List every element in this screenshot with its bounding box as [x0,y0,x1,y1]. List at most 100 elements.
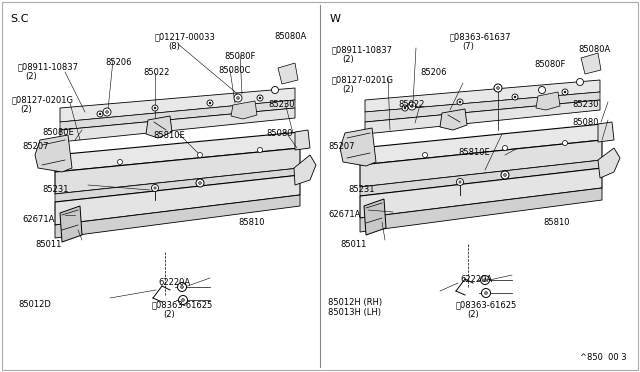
Text: 85080F: 85080F [224,52,255,61]
Circle shape [481,276,490,285]
Polygon shape [55,195,300,238]
Polygon shape [55,175,300,225]
Circle shape [257,95,263,101]
Circle shape [483,279,486,282]
Circle shape [408,102,416,110]
Text: (7): (7) [462,42,474,51]
Circle shape [501,171,509,179]
Circle shape [152,105,158,111]
Text: 62671A: 62671A [22,215,54,224]
Circle shape [237,96,239,99]
Polygon shape [536,92,560,110]
Circle shape [198,182,202,185]
Polygon shape [365,100,600,134]
Circle shape [154,107,156,109]
Circle shape [563,141,568,145]
Text: 85206: 85206 [105,58,131,67]
Circle shape [99,113,101,115]
Text: Ⓝ08363-61625: Ⓝ08363-61625 [152,300,213,309]
Polygon shape [35,135,72,172]
Circle shape [118,160,122,164]
Text: 85011: 85011 [35,240,61,249]
Circle shape [271,87,278,93]
Text: 85012D: 85012D [18,300,51,309]
Polygon shape [365,80,600,112]
Circle shape [504,173,506,176]
Circle shape [484,292,488,295]
Text: 85231: 85231 [348,185,374,194]
Polygon shape [360,140,602,187]
Circle shape [562,89,568,95]
Circle shape [459,101,461,103]
Circle shape [538,87,545,93]
Text: Ⓑ08127-0201G: Ⓑ08127-0201G [12,95,74,104]
Circle shape [152,185,159,192]
Polygon shape [364,199,386,235]
Circle shape [234,94,242,102]
Circle shape [564,91,566,93]
Polygon shape [365,92,600,122]
Text: ^850  00 3: ^850 00 3 [580,353,627,362]
Text: (2): (2) [163,310,175,319]
Text: (8): (8) [168,42,180,51]
Circle shape [577,78,584,86]
Circle shape [259,97,261,99]
Circle shape [198,153,202,157]
Text: 85022: 85022 [398,100,424,109]
Polygon shape [231,101,257,119]
Text: 85230: 85230 [268,100,294,109]
Polygon shape [360,188,602,232]
Polygon shape [360,160,602,196]
Polygon shape [55,168,300,202]
Text: 85013H (LH): 85013H (LH) [328,308,381,317]
Circle shape [177,282,186,292]
Polygon shape [598,122,614,142]
Polygon shape [60,100,295,130]
Polygon shape [60,88,295,122]
Polygon shape [295,130,310,150]
Circle shape [196,179,204,187]
Circle shape [404,107,406,109]
Polygon shape [581,53,601,74]
Text: 85230: 85230 [572,100,598,109]
Text: 85080: 85080 [572,118,598,127]
Text: (2): (2) [467,310,479,319]
Text: 85080F: 85080F [534,60,565,69]
Circle shape [456,179,463,186]
Text: ⓝ08911-10837: ⓝ08911-10837 [332,45,393,54]
Polygon shape [340,128,376,166]
Text: 85012H (RH): 85012H (RH) [328,298,382,307]
Text: 85207: 85207 [328,142,355,151]
Circle shape [106,110,109,113]
Polygon shape [294,155,316,185]
Text: 62220A: 62220A [460,275,492,284]
Circle shape [182,298,184,301]
Text: (2): (2) [342,55,354,64]
Circle shape [207,100,213,106]
Circle shape [257,148,262,153]
Polygon shape [598,148,620,178]
Text: S.C: S.C [10,14,29,24]
Polygon shape [60,108,295,142]
Text: ⓝ08911-10837: ⓝ08911-10837 [18,62,79,71]
Text: 85810E: 85810E [153,131,185,140]
Text: 62671A: 62671A [328,210,360,219]
Polygon shape [278,63,298,84]
Text: 85080A: 85080A [578,45,611,54]
Polygon shape [360,168,602,218]
Text: (2): (2) [25,72,36,81]
Circle shape [481,289,490,298]
Text: 85810E: 85810E [458,148,490,157]
Circle shape [512,94,518,100]
Text: Ⓝ08363-61625: Ⓝ08363-61625 [456,300,517,309]
Circle shape [422,153,428,157]
Circle shape [502,145,508,151]
Circle shape [97,111,103,117]
Text: (2): (2) [20,105,32,114]
Text: 85080E: 85080E [42,128,74,137]
Circle shape [209,102,211,104]
Text: ⓝ01217-00033: ⓝ01217-00033 [155,32,216,41]
Circle shape [103,108,111,116]
Text: 85810: 85810 [543,218,570,227]
Text: Ⓝ08363-61637: Ⓝ08363-61637 [450,32,511,41]
